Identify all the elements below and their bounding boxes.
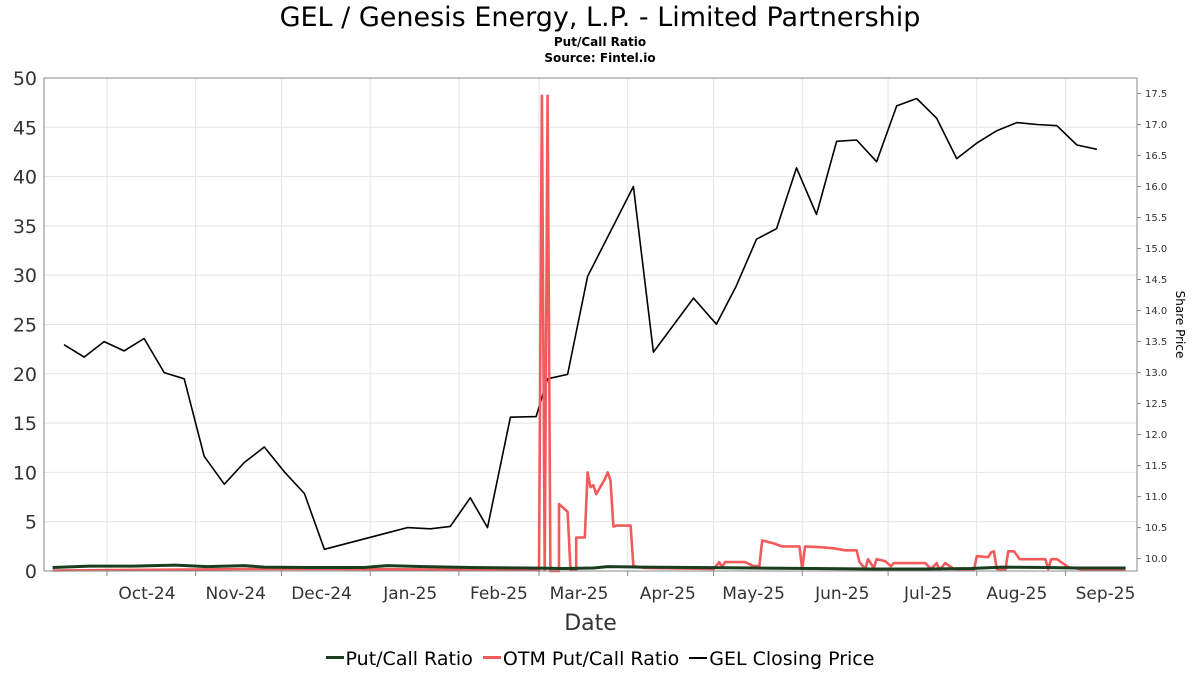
chart-title: GEL / Genesis Energy, L.P. - Limited Par… — [279, 2, 921, 33]
y2-tick-label: 13.0 — [1145, 368, 1167, 379]
y-tick-label: 5 — [25, 512, 37, 534]
y-tick-label: 25 — [13, 315, 37, 337]
legend-label: GEL Closing Price — [709, 648, 875, 670]
y-tick-label: 15 — [13, 413, 37, 435]
y-tick-label: 20 — [13, 364, 37, 386]
legend-label: Put/Call Ratio — [345, 648, 473, 670]
y2-tick-label: 14.0 — [1145, 306, 1167, 317]
y2-tick-label: 11.0 — [1145, 492, 1167, 503]
x-tick-label: Feb-25 — [470, 584, 528, 604]
axes: Oct-24 Nov-24 Dec-24 Jan-25 Feb-25 Mar-25 Apr-… — [13, 68, 1167, 604]
series-line-otm-put-call — [52, 94, 1126, 573]
y2-tick-label: 17.5 — [1145, 89, 1167, 100]
chart-legend: Put/Call Ratio OTM Put/Call Ratio GEL Cl… — [0, 647, 1200, 671]
y2-tick-label: 13.5 — [1145, 337, 1167, 348]
legend-swatch — [325, 656, 344, 659]
y2-tick-label: 12.5 — [1145, 399, 1167, 410]
y2-tick-label: 10.0 — [1145, 554, 1167, 565]
y2-tick-label: 16.0 — [1145, 182, 1167, 193]
series-line-put-call — [52, 563, 1126, 571]
legend-item-otm-put-call[interactable]: OTM Put/Call Ratio — [482, 647, 680, 671]
legend-swatch — [689, 656, 708, 659]
x-tick-label: Jun-25 — [814, 584, 869, 604]
legend-item-closing-price[interactable]: GEL Closing Price — [689, 647, 874, 671]
chart-subtitle: Put/Call Ratio — [553, 35, 647, 49]
y2-tick-label: 12.0 — [1145, 430, 1167, 441]
y-tick-label: 10 — [13, 462, 37, 484]
legend-swatch — [482, 656, 501, 659]
y2-tick-label: 11.5 — [1145, 461, 1167, 472]
y-tick-label: 50 — [13, 68, 37, 90]
y-tick-label: 35 — [13, 216, 37, 238]
x-tick-label: Apr-25 — [640, 584, 696, 604]
plot-area-frame — [43, 77, 1138, 572]
series-lines — [52, 94, 1126, 573]
right-axis-title: Share Price — [1173, 291, 1187, 359]
chart-source: Source: Fintel.io — [544, 51, 656, 65]
x-tick-label: Aug-25 — [986, 584, 1047, 604]
legend-item-put-call[interactable]: Put/Call Ratio — [325, 647, 473, 671]
x-axis-title: Date — [564, 611, 617, 636]
x-tick-label: Sep-25 — [1076, 584, 1136, 604]
y2-tick-label: 15.5 — [1145, 213, 1167, 224]
y-tick-label: 40 — [13, 167, 37, 189]
x-tick-label: Mar-25 — [550, 584, 609, 604]
y2-tick-label: 15.0 — [1145, 244, 1167, 255]
legend-label: OTM Put/Call Ratio — [502, 648, 680, 670]
x-tick-label: Nov-24 — [205, 584, 266, 604]
grid-lines — [44, 78, 1137, 571]
y-tick-label: 45 — [13, 117, 37, 139]
x-tick-label: Oct-24 — [118, 584, 175, 604]
y2-tick-label: 17.0 — [1145, 120, 1167, 131]
y-tick-label: 0 — [25, 561, 37, 583]
x-tick-label: Dec-24 — [291, 584, 352, 604]
x-tick-label: Jul-25 — [903, 584, 952, 604]
x-tick-label: May-25 — [722, 584, 785, 604]
y-tick-label: 30 — [13, 265, 37, 287]
x-tick-label: Jan-25 — [382, 584, 437, 604]
y2-tick-label: 14.5 — [1145, 275, 1167, 286]
y2-tick-label: 10.5 — [1145, 523, 1167, 534]
series-line-closing-price — [63, 97, 1098, 551]
y2-tick-label: 16.5 — [1145, 151, 1167, 162]
